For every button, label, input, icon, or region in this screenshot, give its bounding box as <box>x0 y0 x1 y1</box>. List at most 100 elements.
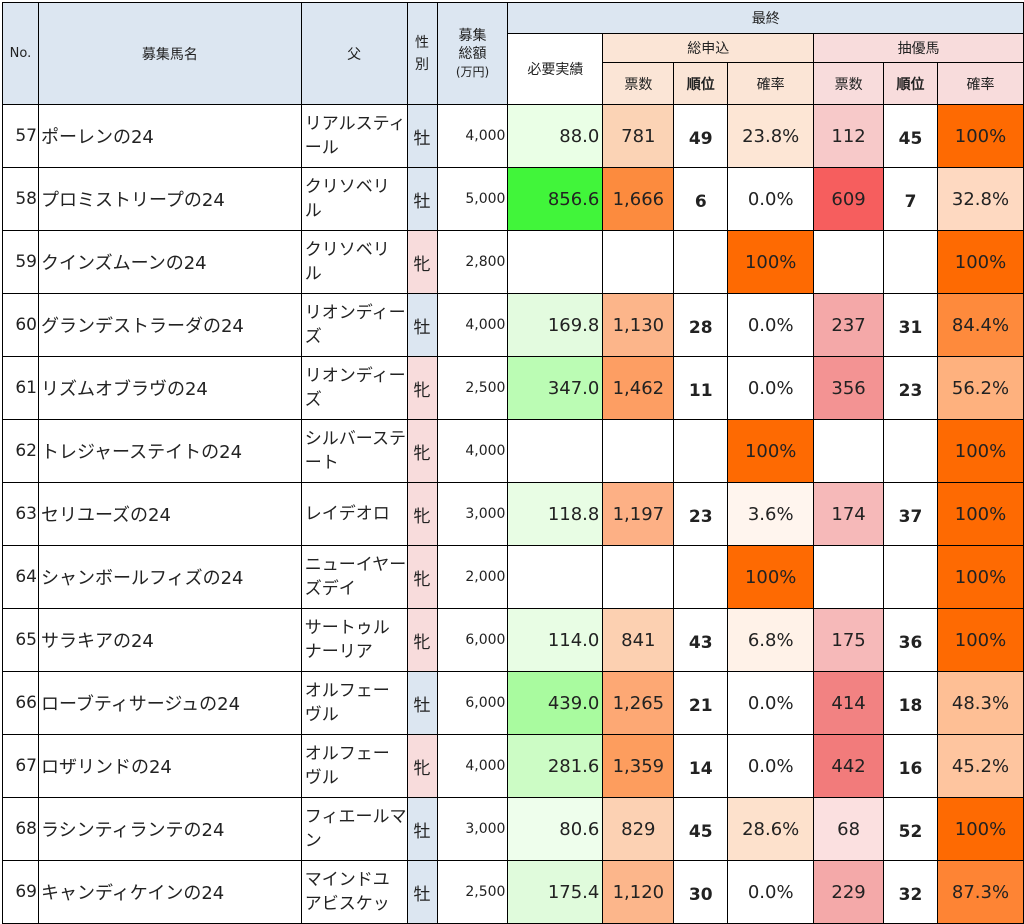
table-row: 60 グランデストラーダの24 リオンディーズ牡 4,000 169.8 1,130 28 0… <box>2 293 1024 357</box>
cell-apply-rank <box>673 545 729 609</box>
cell-horse-name: ポーレンの24 <box>37 104 302 168</box>
cell-apply-votes: 1,265 <box>602 671 675 735</box>
cell-sex: 牡 <box>406 104 438 168</box>
cell-no: 59 <box>2 230 39 294</box>
table-row: 58 プロミストリープの24 クリソベリル牡 5,000 856.6 1,666 6 0.0%… <box>2 167 1024 231</box>
cell-no: 61 <box>2 356 39 420</box>
cell-required: 347.0 <box>507 356 604 420</box>
cell-apply-prob: 23.8% <box>727 104 815 168</box>
header-total-line2: 総額 <box>458 45 487 62</box>
cell-lottery-rank: 52 <box>883 797 938 861</box>
cell-required: 80.6 <box>507 797 604 861</box>
cell-lottery-votes: 174 <box>813 482 885 546</box>
cell-apply-prob: 6.8% <box>727 608 815 672</box>
cell-horse-name: グランデストラーダの24 <box>37 293 302 357</box>
cell-sex: 牝 <box>406 356 438 420</box>
header-total-amount: 募集 総額 (万円) <box>436 2 509 105</box>
cell-no: 67 <box>2 734 39 798</box>
cell-apply-votes <box>602 419 675 483</box>
cell-sire: レイデオロ <box>300 482 408 546</box>
cell-apply-prob: 3.6% <box>727 482 815 546</box>
cell-apply-rank: 28 <box>673 293 729 357</box>
table-row: 68 ラシンティランテの24 フィエールマン牡 3,000 80.6 829 45 28.6%… <box>2 797 1024 861</box>
cell-lottery-votes: 356 <box>813 356 885 420</box>
cell-lottery-rank <box>883 419 938 483</box>
table-row: 63 セリユーズの24 レイデオロ牝 3,000 118.8 1,197 23 3.6% 174… <box>2 482 1024 546</box>
header-sire: 父 <box>300 2 408 105</box>
header-no: No. <box>2 2 39 105</box>
cell-horse-name: ロザリンドの24 <box>37 734 302 798</box>
header-apply-rank: 順位 <box>673 62 729 105</box>
cell-sire: クリソベリル <box>300 167 408 231</box>
cell-horse-name: リズムオブラヴの24 <box>37 356 302 420</box>
cell-no: 62 <box>2 419 39 483</box>
cell-lottery-rank <box>883 230 938 294</box>
cell-sex: 牝 <box>406 230 438 294</box>
cell-total-amount: 4,000 <box>436 293 509 357</box>
cell-sex: 牡 <box>406 860 438 924</box>
cell-lottery-prob: 100% <box>936 608 1024 672</box>
header-lottery-prob: 確率 <box>936 62 1024 105</box>
table-row: 65 サラキアの24 サートゥルナーリア牝 6,000 114.0 841 43 6.8% 17… <box>2 608 1024 672</box>
cell-lottery-rank: 7 <box>883 167 938 231</box>
cell-lottery-prob: 100% <box>936 230 1024 294</box>
cell-lottery-rank: 16 <box>883 734 938 798</box>
cell-lottery-rank: 36 <box>883 608 938 672</box>
cell-apply-rank: 14 <box>673 734 729 798</box>
cell-required: 118.8 <box>507 482 604 546</box>
cell-total-amount: 6,000 <box>436 671 509 735</box>
cell-lottery-votes: 112 <box>813 104 885 168</box>
cell-apply-prob: 100% <box>727 230 815 294</box>
cell-apply-rank: 21 <box>673 671 729 735</box>
cell-sex: 牡 <box>406 293 438 357</box>
cell-no: 58 <box>2 167 39 231</box>
cell-sex: 牝 <box>406 734 438 798</box>
cell-lottery-votes <box>813 545 885 609</box>
cell-total-amount: 2,500 <box>436 860 509 924</box>
cell-sire: フィエールマン <box>300 797 408 861</box>
cell-sire: リオンディーズ <box>300 293 408 357</box>
cell-sex: 牡 <box>406 797 438 861</box>
cell-lottery-rank: 37 <box>883 482 938 546</box>
cell-lottery-rank: 32 <box>883 860 938 924</box>
cell-lottery-prob: 32.8% <box>936 167 1024 231</box>
cell-lottery-rank: 31 <box>883 293 938 357</box>
cell-sire: シルバーステート <box>300 419 408 483</box>
cell-lottery-prob: 48.3% <box>936 671 1024 735</box>
cell-apply-prob: 0.0% <box>727 167 815 231</box>
header-lottery-votes: 票数 <box>813 62 885 105</box>
header-horse-name: 募集馬名 <box>37 2 302 105</box>
cell-apply-rank: 45 <box>673 797 729 861</box>
cell-lottery-prob: 84.4% <box>936 293 1024 357</box>
table-row: 66 ローブティサージュの24 オルフェーヴル牡 6,000 439.0 1,265 21 0… <box>2 671 1024 735</box>
cell-apply-rank: 11 <box>673 356 729 420</box>
cell-apply-prob: 0.0% <box>727 860 815 924</box>
cell-apply-prob: 100% <box>727 545 815 609</box>
cell-no: 66 <box>2 671 39 735</box>
header-total-line1: 募集 <box>458 27 487 44</box>
header-total-unit: (万円) <box>455 64 490 79</box>
table-row: 62 トレジャーステイトの24 シルバーステート牝 4,000 100% 100% <box>2 419 1024 483</box>
header-apply-votes: 票数 <box>602 62 675 105</box>
cell-lottery-votes: 609 <box>813 167 885 231</box>
cell-apply-votes: 1,197 <box>602 482 675 546</box>
cell-lottery-rank <box>883 545 938 609</box>
cell-no: 69 <box>2 860 39 924</box>
cell-lottery-prob: 100% <box>936 797 1024 861</box>
cell-horse-name: セリユーズの24 <box>37 482 302 546</box>
cell-total-amount: 2,800 <box>436 230 509 294</box>
header-sex: 性別 <box>406 2 438 105</box>
cell-total-amount: 2,000 <box>436 545 509 609</box>
table-row: 69 キャンディケインの24 マインドユアビスケッ牡 2,500 175.4 1,120 3… <box>2 860 1024 924</box>
cell-horse-name: ローブティサージュの24 <box>37 671 302 735</box>
cell-sex: 牝 <box>406 608 438 672</box>
cell-lottery-rank: 23 <box>883 356 938 420</box>
cell-required: 439.0 <box>507 671 604 735</box>
cell-no: 63 <box>2 482 39 546</box>
cell-horse-name: トレジャーステイトの24 <box>37 419 302 483</box>
cell-required: 281.6 <box>507 734 604 798</box>
cell-lottery-prob: 56.2% <box>936 356 1024 420</box>
cell-lottery-prob: 87.3% <box>936 860 1024 924</box>
cell-apply-prob: 0.0% <box>727 356 815 420</box>
